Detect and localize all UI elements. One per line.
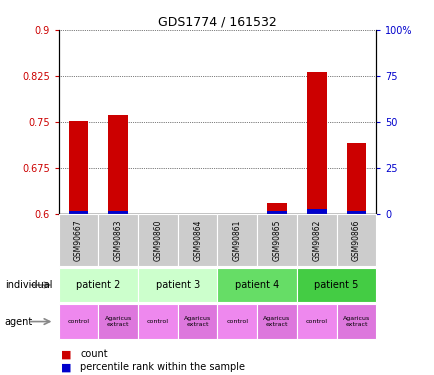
Bar — [306, 72, 326, 214]
Bar — [59, 214, 98, 266]
Text: GSM90667: GSM90667 — [74, 219, 83, 261]
Text: agent: agent — [5, 316, 33, 327]
Bar — [296, 214, 336, 266]
Text: patient 4: patient 4 — [234, 280, 279, 290]
Text: Agaricus
extract: Agaricus extract — [263, 316, 290, 327]
Bar — [138, 304, 178, 339]
Text: GSM90863: GSM90863 — [114, 219, 122, 261]
Bar — [59, 268, 138, 302]
Text: control: control — [226, 319, 248, 324]
Text: count: count — [80, 350, 108, 359]
Text: ■: ■ — [61, 363, 71, 372]
Text: control: control — [147, 319, 168, 324]
Text: percentile rank within the sample: percentile rank within the sample — [80, 363, 245, 372]
Title: GDS1774 / 161532: GDS1774 / 161532 — [158, 16, 276, 29]
Bar — [178, 214, 217, 266]
Text: GSM90862: GSM90862 — [312, 219, 320, 261]
Bar — [266, 203, 286, 214]
Text: patient 5: patient 5 — [314, 280, 358, 290]
Bar — [98, 304, 138, 339]
Bar — [336, 304, 375, 339]
Bar — [108, 211, 128, 214]
Text: Agaricus
extract: Agaricus extract — [342, 316, 369, 327]
Text: patient 2: patient 2 — [76, 280, 120, 290]
Bar — [346, 211, 365, 214]
Bar — [336, 214, 375, 266]
Text: GSM90864: GSM90864 — [193, 219, 202, 261]
Bar — [217, 268, 296, 302]
Text: GSM90866: GSM90866 — [351, 219, 360, 261]
Bar — [138, 214, 178, 266]
Bar — [98, 214, 138, 266]
Bar — [108, 114, 128, 214]
Bar — [346, 143, 365, 214]
Text: GSM90860: GSM90860 — [153, 219, 162, 261]
Text: ■: ■ — [61, 350, 71, 359]
Text: Agaricus
extract: Agaricus extract — [105, 316, 132, 327]
Bar — [69, 211, 88, 214]
Bar — [217, 304, 256, 339]
Text: GSM90865: GSM90865 — [272, 219, 281, 261]
Bar — [59, 304, 98, 339]
Bar — [178, 304, 217, 339]
Bar — [256, 214, 296, 266]
Bar — [266, 211, 286, 214]
Bar — [306, 209, 326, 214]
Text: control: control — [305, 319, 327, 324]
Bar — [217, 214, 256, 266]
Text: individual: individual — [5, 280, 52, 290]
Text: control: control — [67, 319, 89, 324]
Bar — [296, 268, 375, 302]
Bar — [138, 268, 217, 302]
Text: GSM90861: GSM90861 — [232, 219, 241, 261]
Bar — [256, 304, 296, 339]
Text: Agaricus
extract: Agaricus extract — [184, 316, 211, 327]
Bar — [296, 304, 336, 339]
Bar — [69, 121, 88, 214]
Text: patient 3: patient 3 — [155, 280, 200, 290]
